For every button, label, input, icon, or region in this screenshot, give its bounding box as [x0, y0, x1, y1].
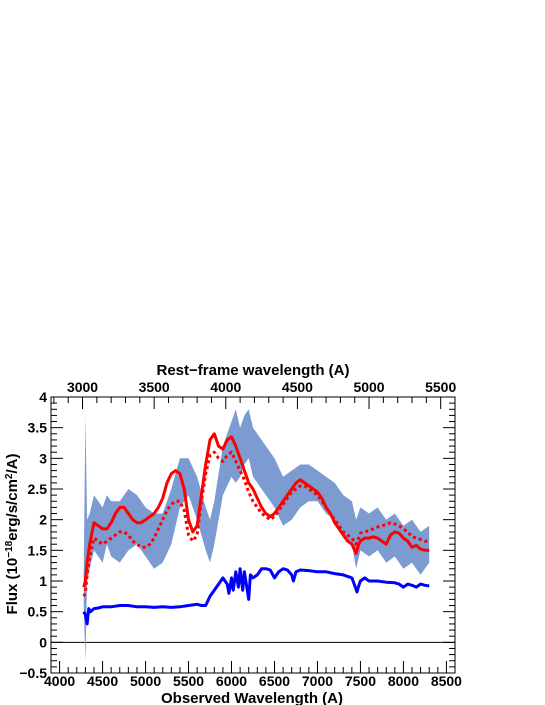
observed-spectrum-band [83, 409, 430, 661]
x-tick-label: 4500 [87, 673, 118, 689]
y-tick-label: 2 [39, 512, 47, 528]
x2-tick-label: 4500 [282, 379, 313, 395]
x-tick-label: 8500 [431, 673, 462, 689]
x-tick-label: 6000 [216, 673, 247, 689]
series-layer [82, 409, 430, 661]
y-tick-label: 0 [39, 634, 47, 650]
y-axis-title: Flux (10−18erg/s/cm2/A) [4, 454, 22, 615]
y-tick-label: 4 [39, 389, 47, 405]
y-tick-label: −0.5 [19, 665, 47, 681]
x-tick-label: 5500 [173, 673, 204, 689]
x-tick-label: 8000 [388, 673, 419, 689]
x2-tick-label: 5000 [353, 379, 384, 395]
x-tick-label: 5000 [130, 673, 161, 689]
y-tick-label: 0.5 [28, 604, 48, 620]
y-axis-title-mid: erg/s/cm [4, 479, 21, 541]
y-tick-label: 1.5 [28, 542, 48, 558]
top-axis-title: Rest−frame wavelength (A) [157, 362, 350, 379]
x-tick-label: 7500 [345, 673, 376, 689]
x2-tick-label: 5500 [425, 379, 456, 395]
y-tick-label: 3.5 [28, 420, 48, 436]
y-axis-title-exp2: 2 [4, 473, 15, 479]
y-axis-title-suffix: /A) [4, 454, 21, 474]
y-tick-label: 1 [39, 573, 47, 589]
x2-tick-label: 4000 [210, 379, 241, 395]
y-axis-title-exp1: −18 [4, 540, 15, 557]
x-tick-label: 6500 [259, 673, 290, 689]
x2-tick-label: 3500 [139, 379, 170, 395]
x-tick-label: 4000 [44, 673, 75, 689]
blue-component-line [82, 567, 430, 626]
x-tick-label: 7000 [302, 673, 333, 689]
x2-tick-label: 3000 [67, 379, 98, 395]
y-axis-title-prefix: Flux (10 [4, 558, 21, 615]
y-tick-label: 3 [39, 450, 47, 466]
y-tick-label: 2.5 [28, 481, 48, 497]
ticks-layer: 4000 4500 5000 5500 6000 6500 7000 7500 8000 8500… [19, 379, 462, 689]
red-solid-model-line [82, 432, 430, 588]
bottom-axis-title: Observed Wavelength (A) [161, 690, 343, 705]
plot-frame [50, 396, 456, 674]
red-dotted-model-line [82, 450, 430, 598]
